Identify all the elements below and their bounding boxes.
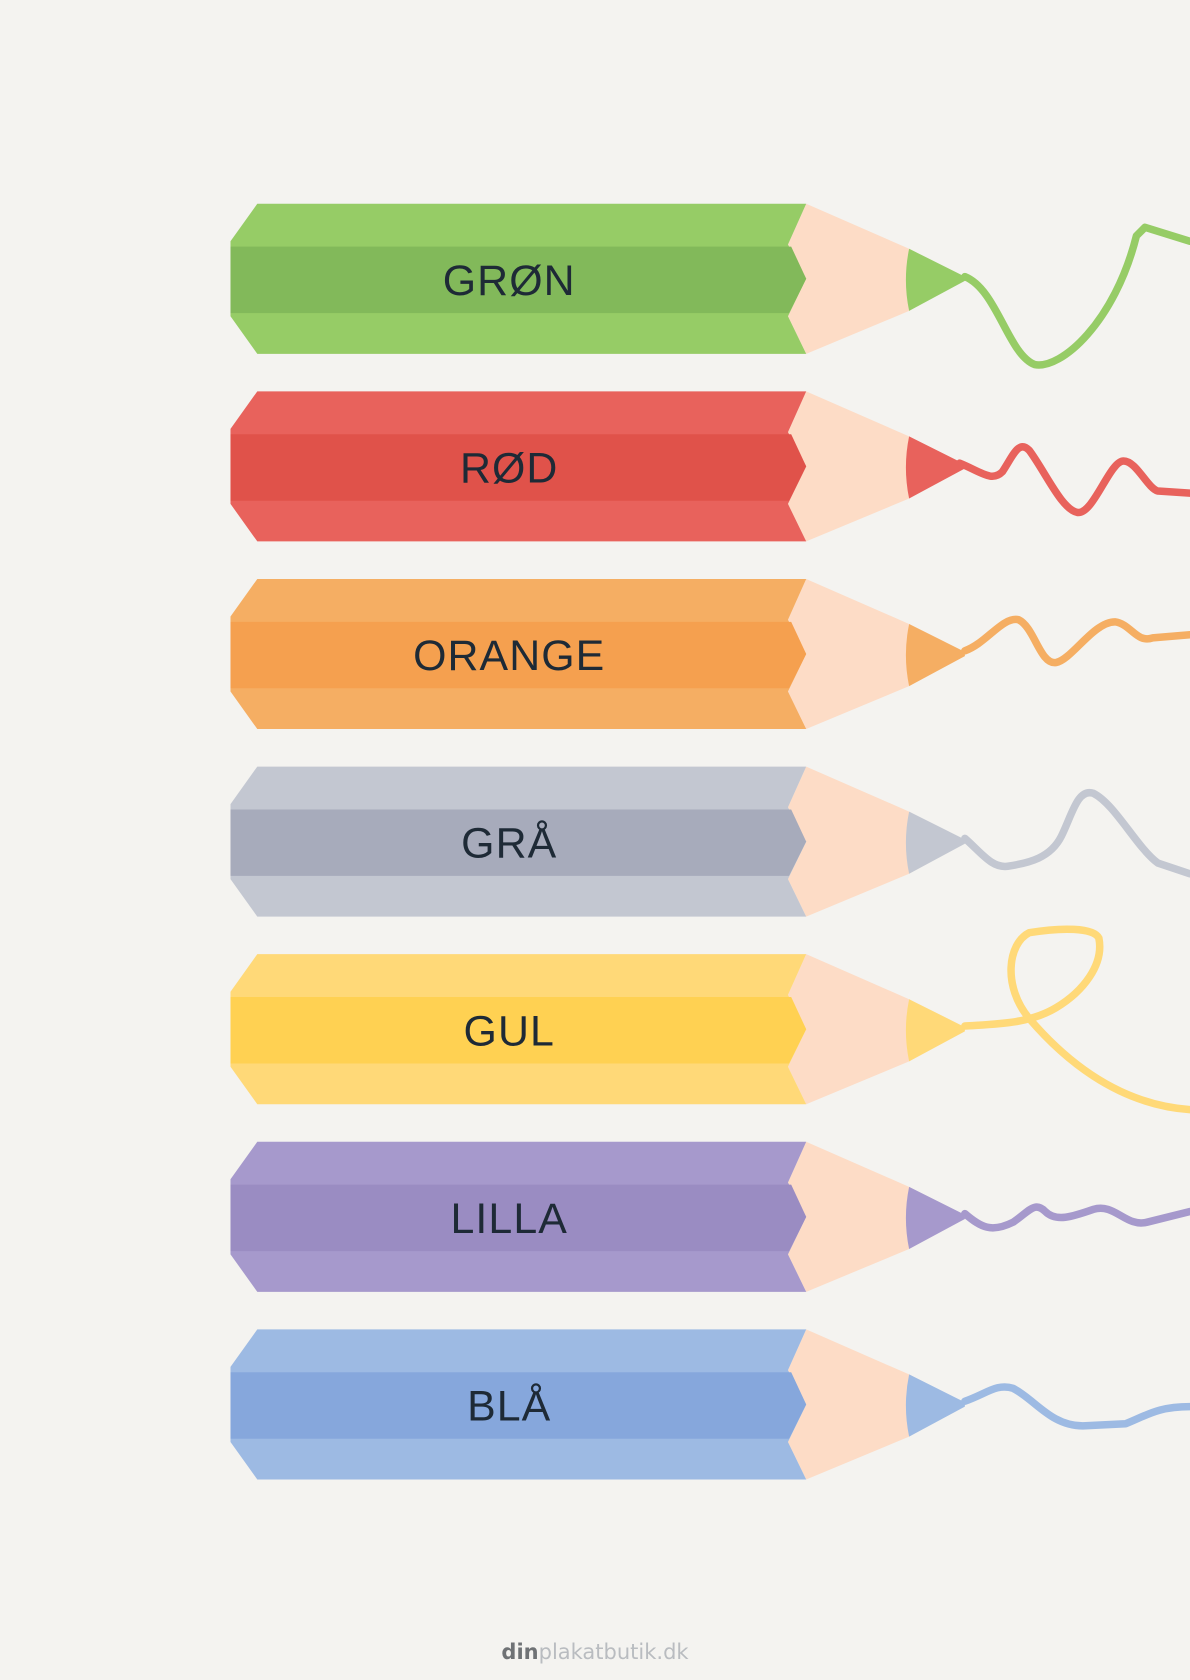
pencil-label: BLÅ bbox=[467, 1383, 551, 1431]
pencil-body-stripe bbox=[230, 809, 807, 876]
pencil-wood bbox=[787, 1141, 965, 1292]
pencil-lead-tip bbox=[905, 811, 965, 874]
scribble-line bbox=[961, 1203, 1190, 1232]
pencil-lead-tip bbox=[905, 436, 965, 499]
scribble-line bbox=[961, 925, 1190, 1114]
pencil-body-stripe bbox=[230, 621, 807, 689]
footer-brand: dinplakatbutik.dk bbox=[0, 1640, 1190, 1664]
pencil-wood bbox=[787, 766, 965, 917]
pencil: LILLA bbox=[230, 1141, 1190, 1292]
pencil-label: GRØN bbox=[443, 257, 576, 305]
pencil-label: RØD bbox=[460, 444, 559, 492]
pencil-wood bbox=[787, 203, 965, 354]
pencil: ORANGE bbox=[230, 578, 1190, 730]
pencil-body-stripe bbox=[230, 997, 807, 1064]
pencil-wood bbox=[787, 1329, 965, 1480]
pencil: RØD bbox=[230, 391, 1190, 542]
pencil-label: GRÅ bbox=[461, 820, 557, 868]
brand-light: plakatbutik.dk bbox=[538, 1640, 689, 1664]
pencil-body-stripe bbox=[230, 1372, 807, 1439]
pencil-lead-tip bbox=[905, 1374, 965, 1437]
scribble-line bbox=[961, 223, 1190, 369]
pencil: GUL bbox=[230, 925, 1190, 1114]
pencil: GRÅ bbox=[230, 766, 1190, 917]
pencil-wood bbox=[787, 954, 965, 1105]
scribble-line bbox=[961, 788, 1190, 878]
pencil-wood bbox=[787, 391, 965, 542]
scribble-line bbox=[961, 1383, 1190, 1430]
pencil-lead-tip bbox=[905, 1186, 965, 1249]
pencil-body-stripe bbox=[230, 434, 807, 501]
pencil-body-stripe bbox=[230, 1184, 807, 1252]
pencil: GRØN bbox=[230, 203, 1190, 369]
pencil-body-stripe bbox=[230, 246, 807, 314]
pencil-lead-tip bbox=[905, 623, 965, 687]
pencil-lead-tip bbox=[905, 999, 965, 1062]
pencil: BLÅ bbox=[230, 1329, 1190, 1480]
pencil-wood bbox=[787, 578, 965, 730]
scribble-line bbox=[961, 615, 1190, 667]
pencil-label: ORANGE bbox=[413, 632, 605, 680]
pencil-label: GUL bbox=[464, 1007, 555, 1055]
pencil-label: LILLA bbox=[451, 1195, 568, 1243]
brand-bold: din bbox=[501, 1640, 539, 1664]
scribble-line bbox=[955, 443, 1190, 517]
pencil-lead-tip bbox=[905, 248, 965, 311]
